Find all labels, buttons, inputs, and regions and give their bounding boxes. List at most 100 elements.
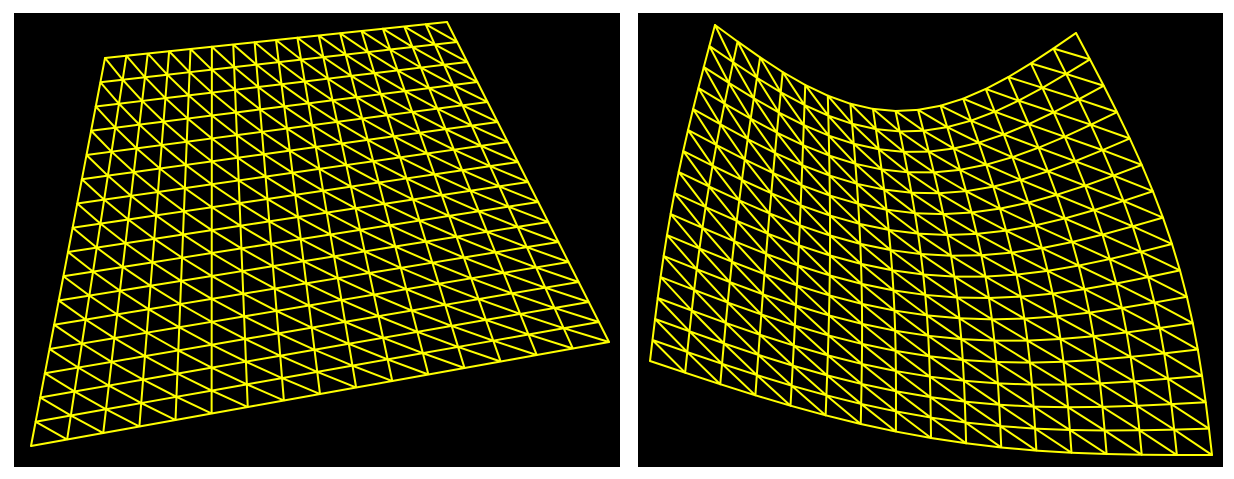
curved-mesh-diagonal-edge [1059, 338, 1099, 361]
curved-mesh-diagonal-edge [977, 141, 1014, 159]
curved-mesh-diagonal-edge [1173, 428, 1213, 456]
flat-mesh-viewport [14, 13, 620, 467]
flat-mesh-column-edge [461, 104, 473, 127]
curved-mesh-column-edge [975, 232, 983, 257]
curved-mesh-column-edge [958, 317, 963, 341]
curved-mesh-row-edge [1011, 146, 1040, 159]
curved-mesh-diagonal-edge [1029, 62, 1068, 75]
flat-mesh-diagonal-edge [260, 130, 291, 152]
curved-mesh-column-edge [1052, 47, 1068, 75]
flat-mesh-column-edge [557, 241, 570, 263]
flat-mesh-row-edge [175, 389, 213, 398]
curved-mesh-column-edge [922, 273, 927, 296]
flat-mesh-row-edge [317, 32, 342, 37]
curved-mesh-diagonal-edge [827, 114, 855, 145]
curved-mesh-row-edge [950, 254, 983, 257]
curved-mesh-diagonal-edge [692, 108, 718, 147]
flat-mesh-row-edge [318, 164, 348, 170]
flat-mesh-diagonal-edge [39, 396, 72, 417]
flat-mesh-row-edge [80, 174, 109, 181]
flat-mesh-column-edge [444, 128, 455, 151]
flat-mesh-row-edge [69, 408, 108, 417]
curved-mesh-diagonal-edge [695, 268, 729, 304]
flat-mesh-row-edge [116, 308, 150, 316]
flat-mesh-diagonal-edge [151, 261, 183, 282]
curved-mesh-row-edge [760, 313, 796, 327]
flat-mesh-column-edge [236, 156, 240, 182]
flat-mesh-column-edge [143, 52, 149, 79]
curved-mesh-row-edge [1026, 338, 1062, 342]
curved-mesh-row-edge [799, 204, 831, 217]
flat-mesh-column-edge [164, 73, 169, 100]
curved-mesh-diagonal-edge [686, 351, 722, 386]
curved-mesh-row-edge [1093, 199, 1125, 212]
curved-mesh-column-edge [730, 240, 736, 263]
flat-mesh-row-edge [105, 402, 143, 411]
flat-mesh-row-edge [210, 111, 237, 117]
curved-mesh-diagonal-edge [827, 334, 863, 365]
curved-mesh-column-edge [1163, 352, 1170, 380]
curved-mesh-row-edge [828, 214, 861, 225]
curved-mesh-row-edge [733, 240, 768, 255]
curved-mesh-row-edge [1041, 72, 1068, 89]
curved-mesh-diagonal-edge [1125, 331, 1166, 355]
curved-mesh-row-edge [795, 284, 831, 297]
flat-mesh-row-edge [156, 187, 186, 193]
curved-mesh-column-edge [757, 333, 761, 356]
curved-mesh-column-edge [798, 204, 802, 227]
curved-mesh-row-edge [965, 185, 995, 193]
flat-mesh-column-edge [181, 233, 184, 259]
curved-mesh-diagonal-edge [960, 338, 998, 364]
flat-mesh-column-edge [180, 256, 184, 282]
flat-mesh-row-edge [135, 144, 163, 150]
curved-mesh-column-edge [917, 108, 925, 132]
curved-mesh-row-edge [770, 192, 802, 207]
flat-mesh-row-edge [516, 221, 550, 228]
flat-mesh-row-edge [270, 238, 302, 245]
curved-mesh-diagonal-edge [673, 192, 704, 229]
flat-mesh-diagonal-edge [354, 207, 391, 227]
flat-mesh-diagonal-edge [94, 105, 117, 129]
flat-mesh-row-edge [314, 142, 343, 149]
curved-mesh-column-edge [752, 76, 758, 100]
curved-mesh-column-edge [1196, 348, 1204, 377]
flat-mesh-column-edge [470, 277, 480, 301]
curved-mesh-column-edge [855, 182, 860, 205]
flat-mesh-diagonal-edge [322, 56, 353, 77]
curved-mesh-column-edge [1002, 133, 1014, 159]
curved-mesh-diagonal-edge [829, 234, 863, 265]
flat-mesh-column-edge [53, 299, 60, 326]
flat-mesh-column-edge [389, 48, 399, 72]
curved-mesh-row-edge [928, 355, 964, 361]
flat-mesh-row-edge [463, 360, 502, 369]
curved-mesh-column-edge [874, 128, 880, 151]
curved-mesh-diagonal-edge [730, 260, 764, 296]
flat-mesh-row-edge [296, 34, 320, 39]
flat-mesh-column-edge [57, 275, 65, 302]
curved-mesh-row-edge [662, 255, 698, 271]
curved-mesh-diagonal-edge [965, 190, 1001, 210]
flat-mesh-column-edge [340, 142, 348, 167]
curved-mesh-row-edge [826, 354, 863, 365]
curved-mesh-diagonal-edge [1015, 273, 1054, 295]
curved-mesh-row-edge [724, 321, 761, 336]
flat-mesh-row-edge [486, 225, 519, 233]
flat-mesh-column-edge [486, 101, 499, 123]
curved-mesh-column-edge [1147, 276, 1156, 304]
flat-mesh-diagonal-edge [141, 99, 165, 123]
curved-mesh-row-edge [743, 158, 775, 175]
flat-mesh-row-edge [494, 246, 528, 254]
curved-mesh-column-edge [962, 97, 973, 122]
flat-mesh-diagonal-edge [273, 287, 310, 307]
flat-mesh-diagonal-edge [461, 169, 501, 188]
flat-mesh-diagonal-edge [519, 312, 565, 330]
flat-mesh-row-edge [103, 194, 133, 201]
flat-mesh-diagonal-edge [67, 251, 95, 273]
flat-mesh-row-edge [210, 292, 245, 300]
flat-mesh-diagonal-edge [363, 250, 402, 269]
curved-mesh-row-edge [736, 40, 762, 59]
flat-mesh-row-edge [345, 160, 375, 167]
curved-mesh-column-edge [1112, 174, 1125, 202]
curved-mesh-diagonal-edge [894, 390, 932, 419]
flat-mesh-diagonal-edge [232, 43, 258, 66]
